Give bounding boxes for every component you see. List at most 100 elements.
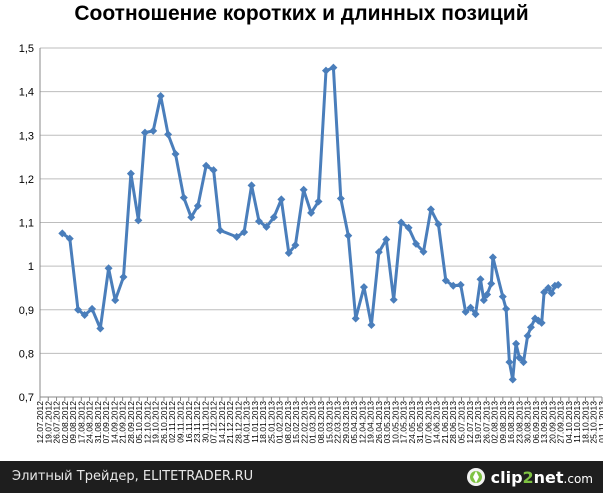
x-tick-label: 12.04.2013: [357, 401, 367, 444]
data-point: [140, 128, 149, 137]
x-tick-label: 02.11.2012: [167, 401, 177, 443]
x-tick-label: 30.08.2013: [523, 401, 533, 444]
data-point: [96, 324, 105, 333]
x-tick-label: 21.09.2012: [118, 401, 128, 444]
x-tick-label: 08.02.2013: [283, 401, 293, 444]
series-line: [61, 66, 559, 381]
data-point: [216, 226, 225, 235]
x-tick-label: 07.12.2012: [209, 401, 219, 444]
x-tick-label: 05.07.2013: [457, 401, 467, 444]
x-tick-labels: 12.07.201219.07.201226.07.201202.08.2012…: [35, 401, 603, 444]
data-point: [247, 181, 256, 190]
data-point: [351, 314, 360, 323]
x-tick-label: 25.10.2013: [589, 401, 599, 444]
x-tick-label: 14.12.2012: [217, 401, 227, 444]
x-tick-label: 13.09.2013: [539, 401, 549, 444]
y-tick-label: 0,8: [19, 348, 34, 360]
data-point: [209, 166, 218, 175]
data-point: [526, 323, 535, 332]
clip2net-logo: clip2net.com: [466, 465, 593, 489]
x-tick-label: 04.01.2013: [242, 401, 252, 444]
x-tick-label: 28.06.2013: [448, 401, 458, 444]
data-point: [336, 194, 345, 203]
data-point: [240, 228, 249, 237]
data-point: [126, 169, 135, 178]
data-point: [329, 63, 338, 72]
x-tick-label: 09.08.2012: [68, 401, 78, 444]
x-tick-label: 16.08.2013: [506, 401, 516, 444]
data-point: [232, 232, 241, 241]
x-tick-label: 26.04.2013: [374, 401, 384, 444]
data-point: [554, 280, 563, 289]
data-point: [359, 283, 368, 292]
data-point: [461, 307, 470, 316]
x-tick-label: 17.08.2012: [76, 401, 86, 444]
data-point: [502, 304, 511, 313]
data-point: [111, 296, 120, 305]
data-point: [88, 304, 97, 313]
data-point: [149, 126, 158, 135]
x-tick-label: 01.11.2013: [597, 401, 603, 443]
x-tick-label: 27.09.2013: [556, 401, 566, 444]
axes: [39, 48, 603, 401]
x-tick-label: 28.12.2012: [233, 401, 243, 444]
data-point: [476, 275, 485, 284]
data-point: [134, 216, 143, 225]
x-tick-label: 08.03.2013: [316, 401, 326, 444]
y-tick-labels: 0,7 0,8 0,9 1 1,1 1,2 1,3 1,4 1,5: [19, 43, 34, 404]
x-tick-label: 21.12.2012: [225, 401, 235, 444]
x-tick-label: 09.08.2013: [498, 401, 508, 444]
x-tick-label: 10.05.2013: [390, 401, 400, 444]
data-point: [58, 229, 67, 238]
data-point: [471, 310, 480, 319]
y-tick-label: 1,3: [19, 130, 34, 142]
x-tick-label: 18.01.2013: [258, 401, 268, 444]
y-tick-label: 1,1: [19, 218, 34, 230]
x-tick-label: 31.05.2013: [415, 401, 425, 444]
y-tick-label: 1,4: [19, 87, 34, 99]
data-point: [515, 353, 524, 362]
data-point: [508, 375, 517, 384]
x-tick-label: 12.07.2012: [35, 401, 45, 444]
data-point: [382, 235, 391, 244]
data-point: [321, 66, 330, 75]
data-point: [314, 197, 323, 206]
x-tick-label: 25.01.2013: [266, 401, 276, 444]
x-tick-label: 14.06.2013: [432, 401, 442, 444]
x-tick-label: 31.08.2012: [93, 401, 103, 444]
x-tick-label: 12.07.2013: [465, 401, 475, 444]
chart-title: Соотношение коротких и длинных позиций: [74, 2, 529, 25]
data-point: [156, 91, 165, 100]
data-point: [441, 276, 450, 285]
x-tick-label: 07.09.2012: [101, 401, 111, 444]
data-point: [291, 241, 300, 250]
data-point: [202, 161, 211, 170]
x-tick-label: 23.08.2013: [514, 401, 524, 444]
x-tick-label: 24.08.2012: [85, 401, 95, 444]
data-point: [389, 295, 398, 304]
data-point: [488, 253, 497, 262]
x-tick-label: 26.07.2013: [481, 401, 491, 444]
x-tick-label: 04.10.2013: [564, 401, 574, 444]
data-point: [374, 248, 383, 257]
x-tick-label: 21.06.2013: [440, 401, 450, 444]
clip2net-logo-text: clip2net.com: [490, 467, 593, 487]
data-point: [262, 222, 271, 231]
x-tick-label: 06.09.2013: [531, 401, 541, 444]
data-point: [479, 296, 488, 305]
x-tick-label: 26.07.2012: [52, 401, 62, 444]
x-tick-label: 22.02.2013: [299, 401, 309, 444]
x-tick-label: 01.02.2013: [275, 401, 285, 444]
data-point: [426, 205, 435, 214]
data-point: [547, 289, 556, 298]
x-tick-label: 11.01.2013: [250, 401, 260, 443]
x-tick-label: 09.11.2012: [176, 401, 186, 443]
data-point: [80, 310, 89, 319]
x-tick-label: 03.05.2013: [382, 401, 392, 444]
data-point: [255, 217, 264, 226]
y-tick-label: 1,5: [19, 43, 34, 55]
data-point: [483, 290, 492, 299]
data-point: [449, 281, 458, 290]
x-tick-label: 17.05.2013: [399, 401, 409, 444]
data-point: [284, 249, 293, 258]
